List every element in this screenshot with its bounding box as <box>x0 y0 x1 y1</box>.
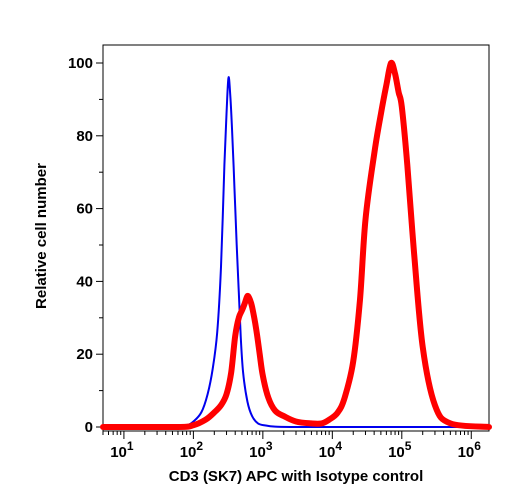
x-minor-ticks <box>102 431 469 435</box>
x-tick-label: 104 <box>319 439 343 461</box>
y-tick-label: 100 <box>68 55 93 72</box>
x-axis-title: CD3 (SK7) APC with Isotype control <box>169 468 423 485</box>
y-ticks: 0 20 40 60 80 100 <box>68 55 103 436</box>
x-tick-label: 105 <box>388 439 412 461</box>
series-layer <box>100 59 492 431</box>
x-tick-label: 103 <box>249 439 273 461</box>
y-axis-title: Relative cell number <box>33 163 50 309</box>
x-major-ticks: 101 102 103 104 105 106 <box>110 431 481 461</box>
x-tick-label: 102 <box>180 439 204 461</box>
x-tick-label: 101 <box>110 439 134 461</box>
x-tick-label: 106 <box>458 439 482 461</box>
y-tick-label: 20 <box>76 346 93 363</box>
cd3-apc-curve <box>100 59 492 431</box>
y-tick-label: 0 <box>85 419 93 436</box>
y-tick-label: 60 <box>76 201 93 218</box>
y-tick-label: 80 <box>76 128 93 145</box>
y-tick-label: 40 <box>76 273 93 290</box>
plot-frame <box>102 44 490 432</box>
isotype-control-curve <box>102 76 490 429</box>
